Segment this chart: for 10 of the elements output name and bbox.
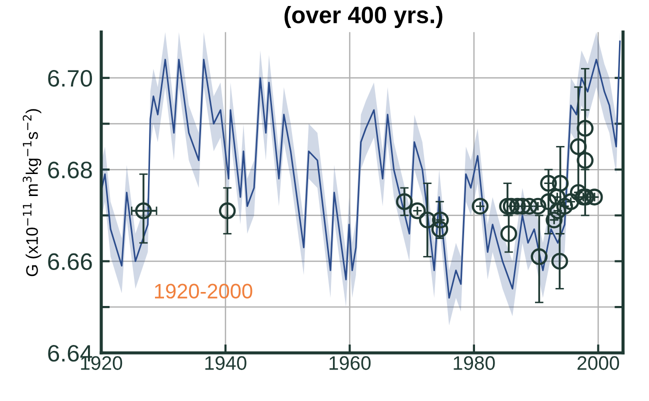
text: G (x10$^{−11}$ m$^{3}$kg$^{−1}$s$^{−2}$) [22, 109, 42, 276]
annotation: 1920-2000 [155, 284, 252, 299]
x-tick-label: 2000 [578, 356, 620, 370]
x-tick-label: 1960 [330, 356, 371, 370]
y-tick-label: 6.68 [48, 162, 92, 178]
chart-title: (over 400 yrs.) [284, 6, 442, 28]
x-tick-label: 1940 [205, 356, 246, 370]
y-tick-label: 6.66 [48, 253, 92, 270]
x-tick-label: 1980 [454, 356, 495, 370]
y-tick-label: 6.70 [48, 70, 92, 87]
